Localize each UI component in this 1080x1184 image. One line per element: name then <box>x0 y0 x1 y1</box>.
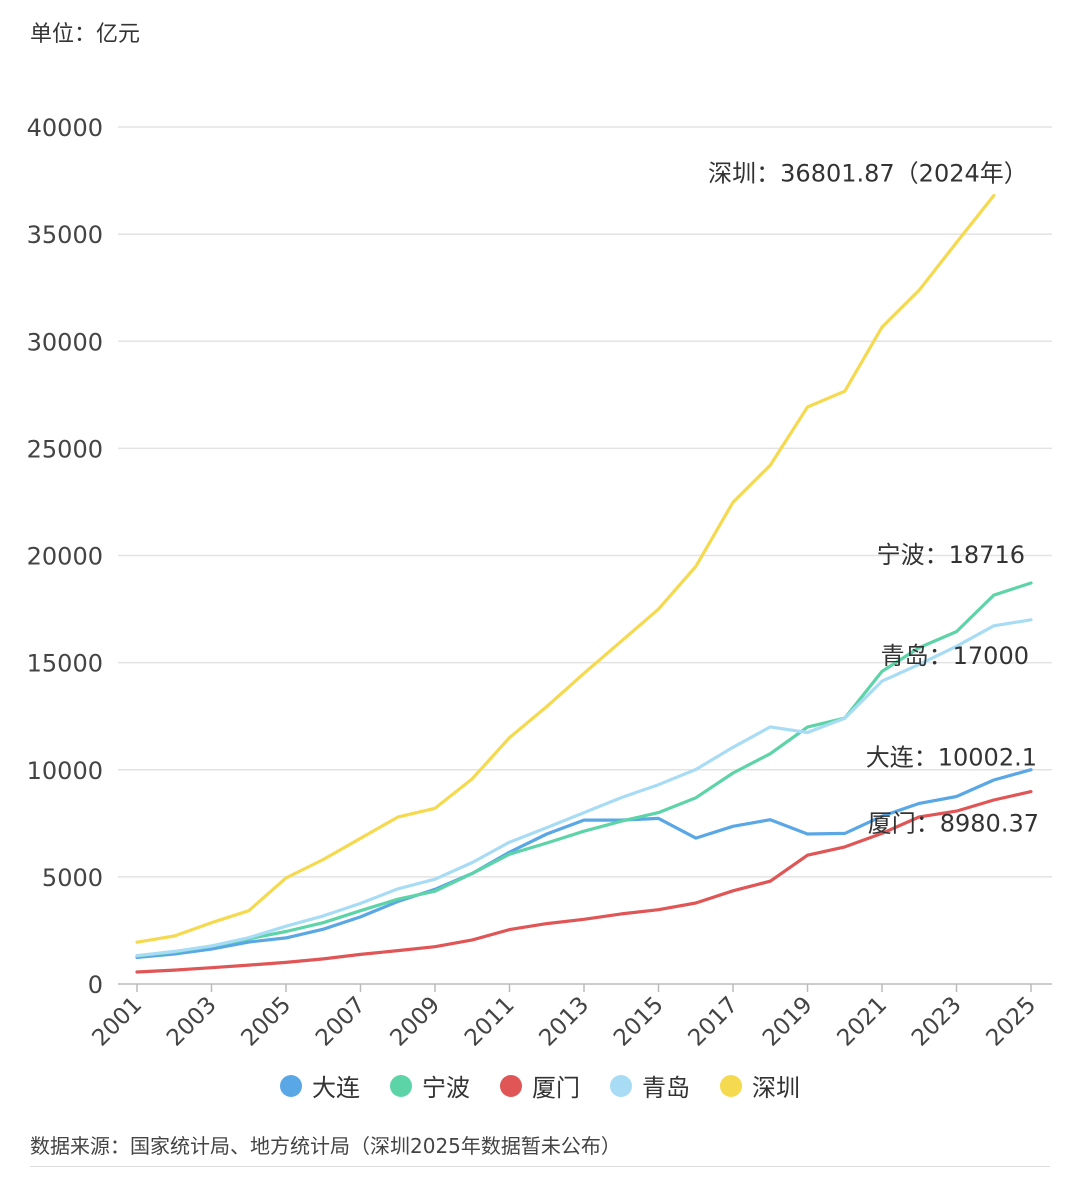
legend-label: 青岛 <box>642 1074 690 1102</box>
x-tick-label: 2003 <box>162 992 222 1052</box>
y-tick-label: 5000 <box>42 864 103 892</box>
legend-dot-icon <box>280 1074 302 1097</box>
x-tick-label: 2025 <box>981 992 1041 1052</box>
gridlines <box>118 126 1052 985</box>
annotation-大连: 大连：10002.1 <box>866 744 1037 772</box>
legend-label: 大连 <box>312 1074 360 1102</box>
legend-item-厦门[interactable]: 厦门 <box>500 1068 580 1103</box>
legend-dot-icon <box>610 1074 632 1097</box>
x-axis-ticks: 2001 2003 2005 2007 2009 2011 2013 2015 2017 2019… <box>87 984 1041 1052</box>
series-line-大连 <box>135 768 1033 960</box>
legend-item-大连[interactable]: 大连 <box>280 1068 360 1103</box>
y-tick-label: 40000 <box>27 114 103 142</box>
x-tick-label: 2001 <box>87 992 147 1052</box>
annotations: 深圳：36801.87（2024年） 宁波：18716 青岛：17000 大连：100… <box>708 160 1039 838</box>
x-tick-label: 2013 <box>534 992 594 1052</box>
x-tick-label: 2007 <box>311 992 371 1052</box>
legend-label: 宁波 <box>422 1074 470 1102</box>
series-line-青岛 <box>135 618 1033 958</box>
legend-label: 深圳 <box>752 1074 800 1102</box>
legend-dot-icon <box>390 1074 412 1097</box>
series-line-深圳 <box>135 193 996 944</box>
bottom-divider <box>30 1166 1050 1167</box>
source-note: 数据来源：国家统计局、地方统计局（深圳2025年数据暂未公布） <box>30 1134 621 1158</box>
legend-dot-icon <box>720 1074 742 1097</box>
y-tick-label: 15000 <box>27 650 103 678</box>
x-tick-label: 2005 <box>236 992 296 1052</box>
unit-label: 单位：亿元 <box>30 22 141 47</box>
legend-item-宁波[interactable]: 宁波 <box>390 1068 470 1103</box>
y-tick-label: 20000 <box>27 543 103 571</box>
x-tick-label: 2015 <box>609 992 669 1052</box>
y-tick-label: 25000 <box>27 435 103 463</box>
y-tick-label: 0 <box>88 971 103 999</box>
series-line-厦门 <box>135 789 1033 974</box>
annotation-青岛: 青岛：17000 <box>881 642 1029 670</box>
legend-item-青岛[interactable]: 青岛 <box>610 1068 690 1103</box>
legend-label: 厦门 <box>532 1074 580 1102</box>
legend-item-深圳[interactable]: 深圳 <box>720 1068 800 1103</box>
annotation-宁波: 宁波：18716 <box>877 541 1025 569</box>
x-tick-label: 2019 <box>758 992 818 1052</box>
series-line-宁波 <box>135 581 1033 958</box>
series-lines <box>135 193 1033 974</box>
legend: 大连 宁波 厦门 青岛 深圳 <box>0 1068 1080 1103</box>
y-axis-ticks: 0 5000 10000 15000 20000 25000 30000 35000 40000 <box>27 114 103 999</box>
y-tick-label: 35000 <box>27 221 103 249</box>
annotation-深圳: 深圳：36801.87（2024年） <box>708 160 1028 188</box>
annotation-厦门: 厦门：8980.37 <box>868 810 1039 838</box>
x-tick-label: 2009 <box>385 992 445 1052</box>
x-tick-label: 2021 <box>832 992 892 1052</box>
x-tick-label: 2023 <box>907 992 967 1052</box>
y-tick-label: 30000 <box>27 328 103 356</box>
x-tick-label: 2011 <box>460 992 520 1052</box>
y-tick-label: 10000 <box>27 757 103 785</box>
x-tick-label: 2017 <box>683 992 743 1052</box>
legend-dot-icon <box>500 1074 522 1097</box>
